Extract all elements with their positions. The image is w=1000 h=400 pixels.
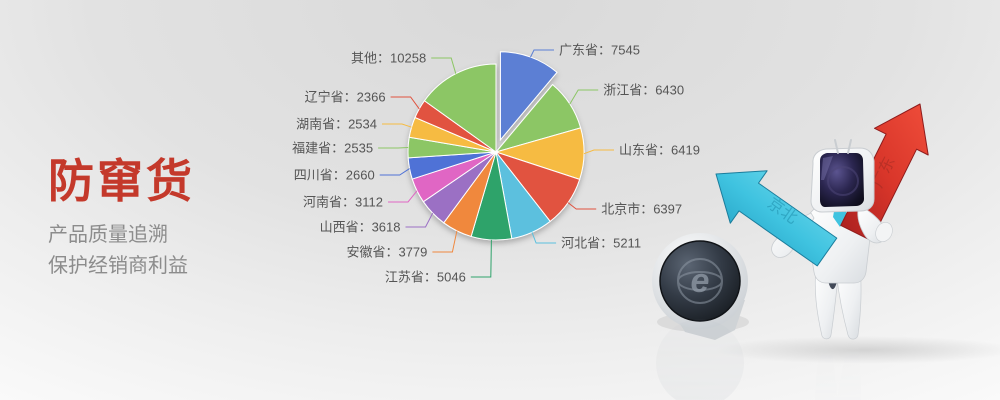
svg-text:e: e xyxy=(691,262,710,300)
